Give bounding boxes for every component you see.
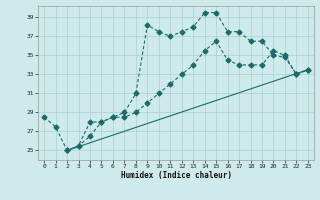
X-axis label: Humidex (Indice chaleur): Humidex (Indice chaleur): [121, 171, 231, 180]
